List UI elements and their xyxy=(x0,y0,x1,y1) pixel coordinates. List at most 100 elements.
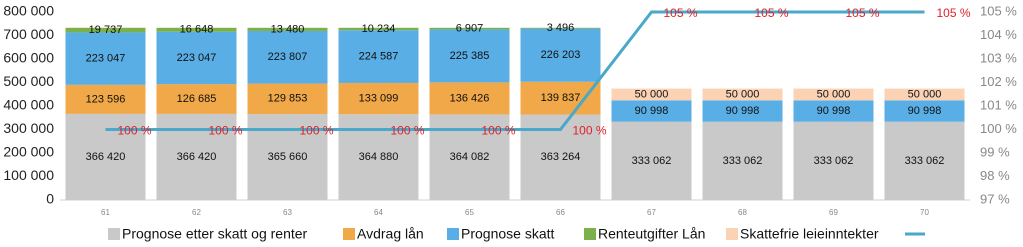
x-tick-label: 65 xyxy=(465,208,474,217)
bar-segment xyxy=(793,121,874,200)
y2-tick-label: 102 % xyxy=(980,74,1017,89)
data-label: 90 998 xyxy=(635,105,669,117)
bar-segment xyxy=(156,27,237,32)
legend-label: Skattefrie leieinntekter xyxy=(740,226,879,242)
y-tick-label: 800 000 xyxy=(3,3,54,19)
bar-segment xyxy=(702,121,783,200)
data-label: 364 082 xyxy=(450,151,490,163)
legend-label: Renteutgifter Lån xyxy=(598,226,705,242)
data-label: 366 420 xyxy=(86,151,126,163)
bar-segment xyxy=(65,27,146,33)
line-label: 105 % xyxy=(937,6,971,20)
legend-swatch xyxy=(343,228,355,240)
line-label: 100 % xyxy=(209,124,243,138)
data-label: 333 062 xyxy=(905,155,945,167)
data-label: 333 062 xyxy=(632,155,672,167)
data-label: 3 496 xyxy=(547,22,575,34)
data-label: 333 062 xyxy=(723,155,763,167)
data-label: 364 880 xyxy=(359,151,399,163)
y-tick-label: 100 000 xyxy=(3,167,54,183)
data-label: 10 234 xyxy=(362,23,396,35)
y-tick-label: 500 000 xyxy=(3,73,54,89)
line-label: 105 % xyxy=(846,6,880,20)
data-label: 363 264 xyxy=(541,151,581,163)
data-label: 126 685 xyxy=(177,93,217,105)
bar-segment xyxy=(247,83,328,115)
y2-tick-label: 103 % xyxy=(980,50,1017,65)
data-label: 90 998 xyxy=(908,105,942,117)
data-label: 224 587 xyxy=(359,50,399,62)
y2-tick-label: 105 % xyxy=(980,3,1017,18)
bar-segment xyxy=(156,31,237,85)
bar-segment xyxy=(338,30,419,83)
bar-segment xyxy=(338,82,419,115)
bar-segment xyxy=(429,29,510,83)
bar-segment xyxy=(884,100,965,122)
data-label: 136 426 xyxy=(450,92,490,104)
line xyxy=(105,10,925,131)
data-label: 90 998 xyxy=(817,105,851,117)
data-label: 50 000 xyxy=(635,88,669,100)
data-label: 13 480 xyxy=(271,23,305,35)
data-label: 223 047 xyxy=(177,52,217,64)
data-label: 123 596 xyxy=(86,93,126,105)
bar-segment xyxy=(520,81,601,115)
data-label: 19 737 xyxy=(89,24,123,36)
legend-swatch xyxy=(108,228,120,240)
bar-segment xyxy=(429,82,510,115)
line-label: 100 % xyxy=(300,124,334,138)
data-label: 129 853 xyxy=(268,93,308,105)
bar-segment xyxy=(247,27,328,31)
data-label: 90 998 xyxy=(726,105,760,117)
x-tick-label: 67 xyxy=(647,208,656,217)
data-label: 333 062 xyxy=(814,155,854,167)
bar-segment xyxy=(65,84,146,114)
y-tick-label: 300 000 xyxy=(3,120,54,136)
y2-tick-label: 101 % xyxy=(980,97,1017,112)
bar-segment xyxy=(702,100,783,122)
y-tick-label: 200 000 xyxy=(3,144,54,160)
data-label: 223 807 xyxy=(268,51,308,63)
bar-segment xyxy=(65,32,146,85)
x-tick-label: 61 xyxy=(101,208,110,217)
y2-tick-label: 98 % xyxy=(980,168,1010,183)
bar-segment xyxy=(429,27,510,30)
line-label: 100 % xyxy=(573,124,607,138)
bar-segment xyxy=(793,100,874,122)
bar-segment xyxy=(520,28,601,82)
bar-segment xyxy=(611,121,692,200)
bar-segment xyxy=(338,27,419,31)
data-label: 139 837 xyxy=(541,92,581,104)
line-label: 100 % xyxy=(482,124,516,138)
y2-tick-label: 97 % xyxy=(980,191,1010,206)
data-label: 50 000 xyxy=(726,88,760,100)
bar-segment xyxy=(247,30,328,84)
bar-segment xyxy=(702,88,783,101)
legend-label: Prognose skatt xyxy=(461,226,554,242)
x-tick-label: 63 xyxy=(283,208,292,217)
line-label: 105 % xyxy=(755,6,789,20)
bar-segment xyxy=(520,27,601,29)
x-tick-label: 68 xyxy=(738,208,747,217)
y-tick-label: 0 xyxy=(46,191,54,207)
bar-segment xyxy=(611,100,692,122)
legend-swatch xyxy=(447,228,459,240)
x-tick-label: 69 xyxy=(829,208,838,217)
data-label: 366 420 xyxy=(177,151,217,163)
bar-segment xyxy=(611,88,692,101)
data-label: 226 203 xyxy=(541,49,581,61)
data-label: 223 047 xyxy=(86,53,126,65)
line-label: 105 % xyxy=(664,6,698,20)
y2-tick-label: 99 % xyxy=(980,144,1010,159)
legend-label: Avdrag lån xyxy=(357,226,424,242)
data-label: 365 660 xyxy=(268,151,308,163)
y-tick-label: 700 000 xyxy=(3,26,54,42)
bar-segment xyxy=(156,84,237,114)
data-label: 50 000 xyxy=(908,88,942,100)
y2-tick-label: 104 % xyxy=(980,27,1017,42)
bar-segment xyxy=(884,88,965,101)
data-label: 50 000 xyxy=(817,88,851,100)
x-tick-label: 70 xyxy=(920,208,929,217)
data-label: 225 385 xyxy=(450,50,490,62)
